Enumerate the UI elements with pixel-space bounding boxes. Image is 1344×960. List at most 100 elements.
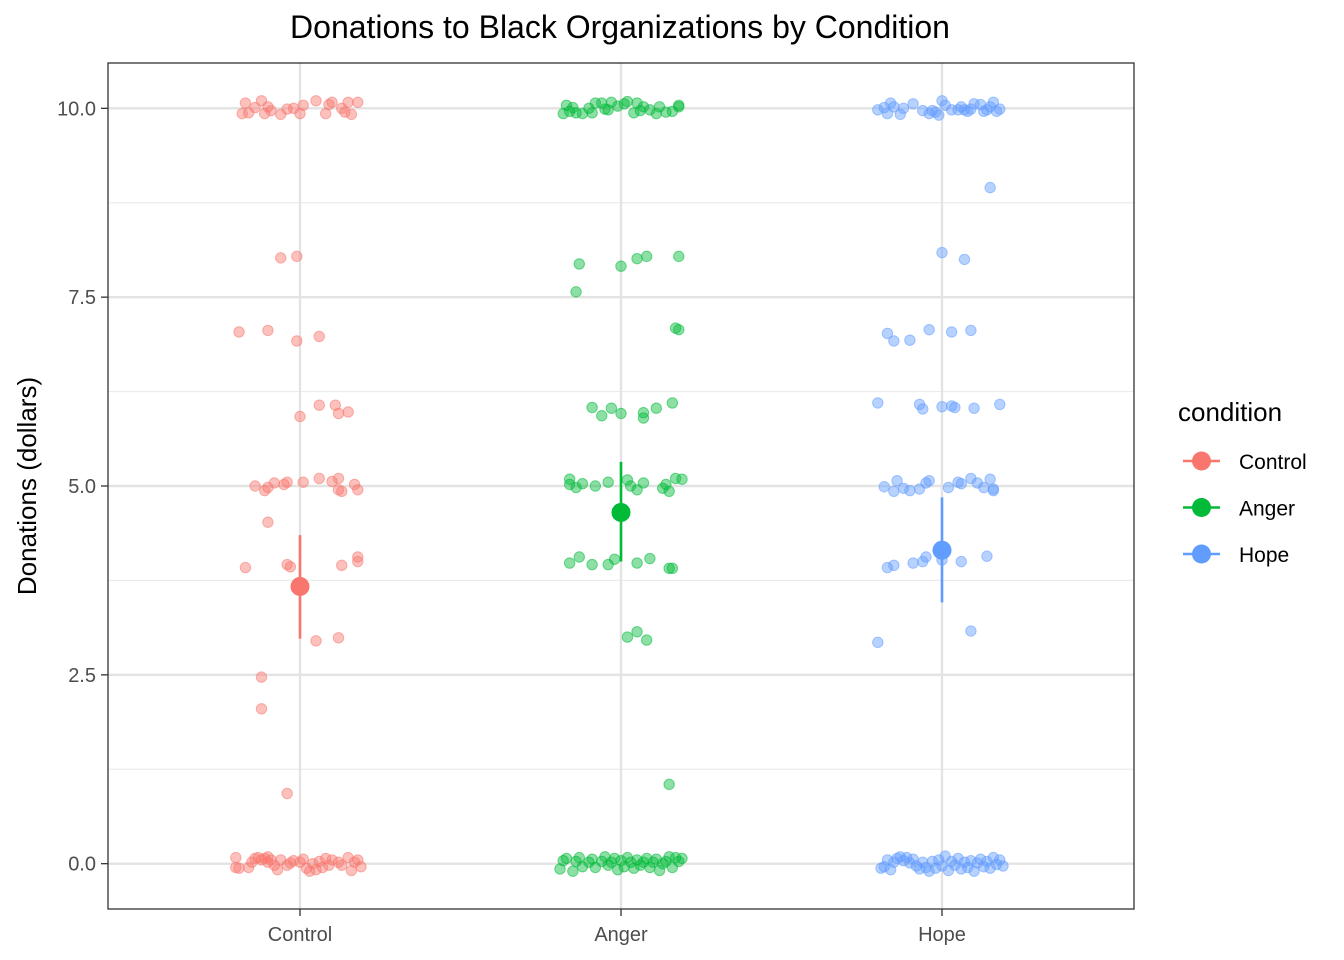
data-point-anger xyxy=(637,407,650,419)
data-point-hope xyxy=(907,98,919,110)
data-point-anger xyxy=(576,861,589,873)
data-point-anger xyxy=(644,552,656,565)
data-point-anger xyxy=(673,250,685,263)
data-point-anger xyxy=(608,852,621,865)
data-point-hope xyxy=(942,481,955,494)
data-point-anger xyxy=(628,862,640,874)
data-point-anger xyxy=(560,852,573,865)
data-point-control xyxy=(310,635,322,647)
data-point-anger xyxy=(637,477,650,489)
data-point-anger xyxy=(621,95,634,108)
data-point-control xyxy=(262,324,274,337)
data-point-hope xyxy=(904,484,916,497)
data-point-hope xyxy=(872,636,884,649)
data-point-anger xyxy=(589,97,602,109)
data-point-control xyxy=(352,555,364,568)
data-point-control xyxy=(262,481,274,494)
data-point-control xyxy=(336,859,348,871)
data-point-control xyxy=(310,864,322,876)
legend-label: Anger xyxy=(1239,498,1295,521)
legend-label: Control xyxy=(1239,451,1307,474)
data-point-anger xyxy=(596,410,608,422)
data-point-hope xyxy=(984,862,996,874)
data-point-control xyxy=(352,854,364,866)
data-point-hope xyxy=(958,253,971,266)
data-point-hope xyxy=(968,402,980,414)
data-point-hope xyxy=(987,484,1000,497)
data-point-control xyxy=(336,485,348,497)
data-point-control xyxy=(297,99,309,112)
data-point-hope xyxy=(888,335,900,347)
data-point-control xyxy=(342,406,354,418)
legend-key-point xyxy=(1192,544,1211,564)
data-point-hope xyxy=(881,327,894,340)
legend-label: Hope xyxy=(1239,544,1289,567)
data-point-hope xyxy=(971,477,984,489)
data-point-control xyxy=(355,861,367,873)
data-point-control xyxy=(310,95,322,107)
data-point-anger xyxy=(615,260,627,272)
data-point-anger xyxy=(660,478,672,491)
data-point-hope xyxy=(881,561,894,574)
data-point-control xyxy=(255,671,268,683)
data-point-anger xyxy=(570,286,582,298)
data-point-anger xyxy=(666,562,679,575)
data-point-anger xyxy=(615,407,627,420)
data-point-hope xyxy=(878,861,890,873)
data-point-anger xyxy=(663,485,675,497)
data-point-control xyxy=(239,561,252,574)
data-point-anger xyxy=(602,476,614,488)
x-tick-label: Control xyxy=(268,924,332,946)
data-point-control xyxy=(332,632,345,644)
data-point-control xyxy=(294,410,306,423)
data-point-hope xyxy=(936,246,948,259)
y-tick-label: 2.5 xyxy=(68,665,96,687)
data-point-control xyxy=(332,407,345,420)
data-point-hope xyxy=(872,397,884,409)
data-point-control xyxy=(268,477,281,489)
data-point-control xyxy=(332,472,345,485)
y-tick-label: 5.0 xyxy=(68,476,96,498)
y-tick-label: 0.0 xyxy=(68,854,96,876)
data-point-control xyxy=(230,851,242,864)
data-point-anger xyxy=(612,100,624,112)
data-point-anger xyxy=(631,626,643,638)
data-point-control xyxy=(313,855,325,868)
data-point-hope xyxy=(920,551,932,563)
data-point-anger xyxy=(676,473,688,485)
data-point-anger xyxy=(605,96,618,108)
data-point-hope xyxy=(981,550,993,562)
data-point-control xyxy=(352,484,364,496)
data-point-control xyxy=(297,476,309,488)
data-point-anger xyxy=(653,864,666,877)
legend-title: condition xyxy=(1178,397,1282,427)
data-point-hope xyxy=(965,472,977,485)
data-point-hope xyxy=(965,854,977,867)
data-point-control xyxy=(313,472,325,485)
chart-title: Donations to Black Organizations by Cond… xyxy=(290,9,950,45)
data-point-control xyxy=(313,399,325,411)
data-point-hope xyxy=(984,473,996,485)
data-point-control xyxy=(352,96,364,108)
data-point-control xyxy=(233,862,245,874)
data-point-anger xyxy=(631,557,643,569)
data-point-control xyxy=(281,787,293,800)
data-point-control xyxy=(345,108,358,121)
data-point-hope xyxy=(984,181,996,194)
data-point-control xyxy=(249,480,261,492)
data-point-hope xyxy=(904,334,916,346)
data-point-anger xyxy=(673,99,685,112)
data-point-control xyxy=(233,326,245,338)
data-point-hope xyxy=(994,854,1006,866)
data-point-anger xyxy=(605,402,618,414)
data-point-hope xyxy=(897,482,910,494)
y-axis-title: Donations (dollars) xyxy=(12,377,42,595)
data-point-control xyxy=(326,475,338,488)
data-point-anger xyxy=(586,401,598,414)
data-point-hope xyxy=(933,854,945,866)
data-point-anger xyxy=(576,478,589,490)
data-point-control xyxy=(291,250,303,263)
data-point-control xyxy=(313,330,325,343)
data-point-control xyxy=(262,516,274,528)
data-point-anger xyxy=(650,402,663,414)
